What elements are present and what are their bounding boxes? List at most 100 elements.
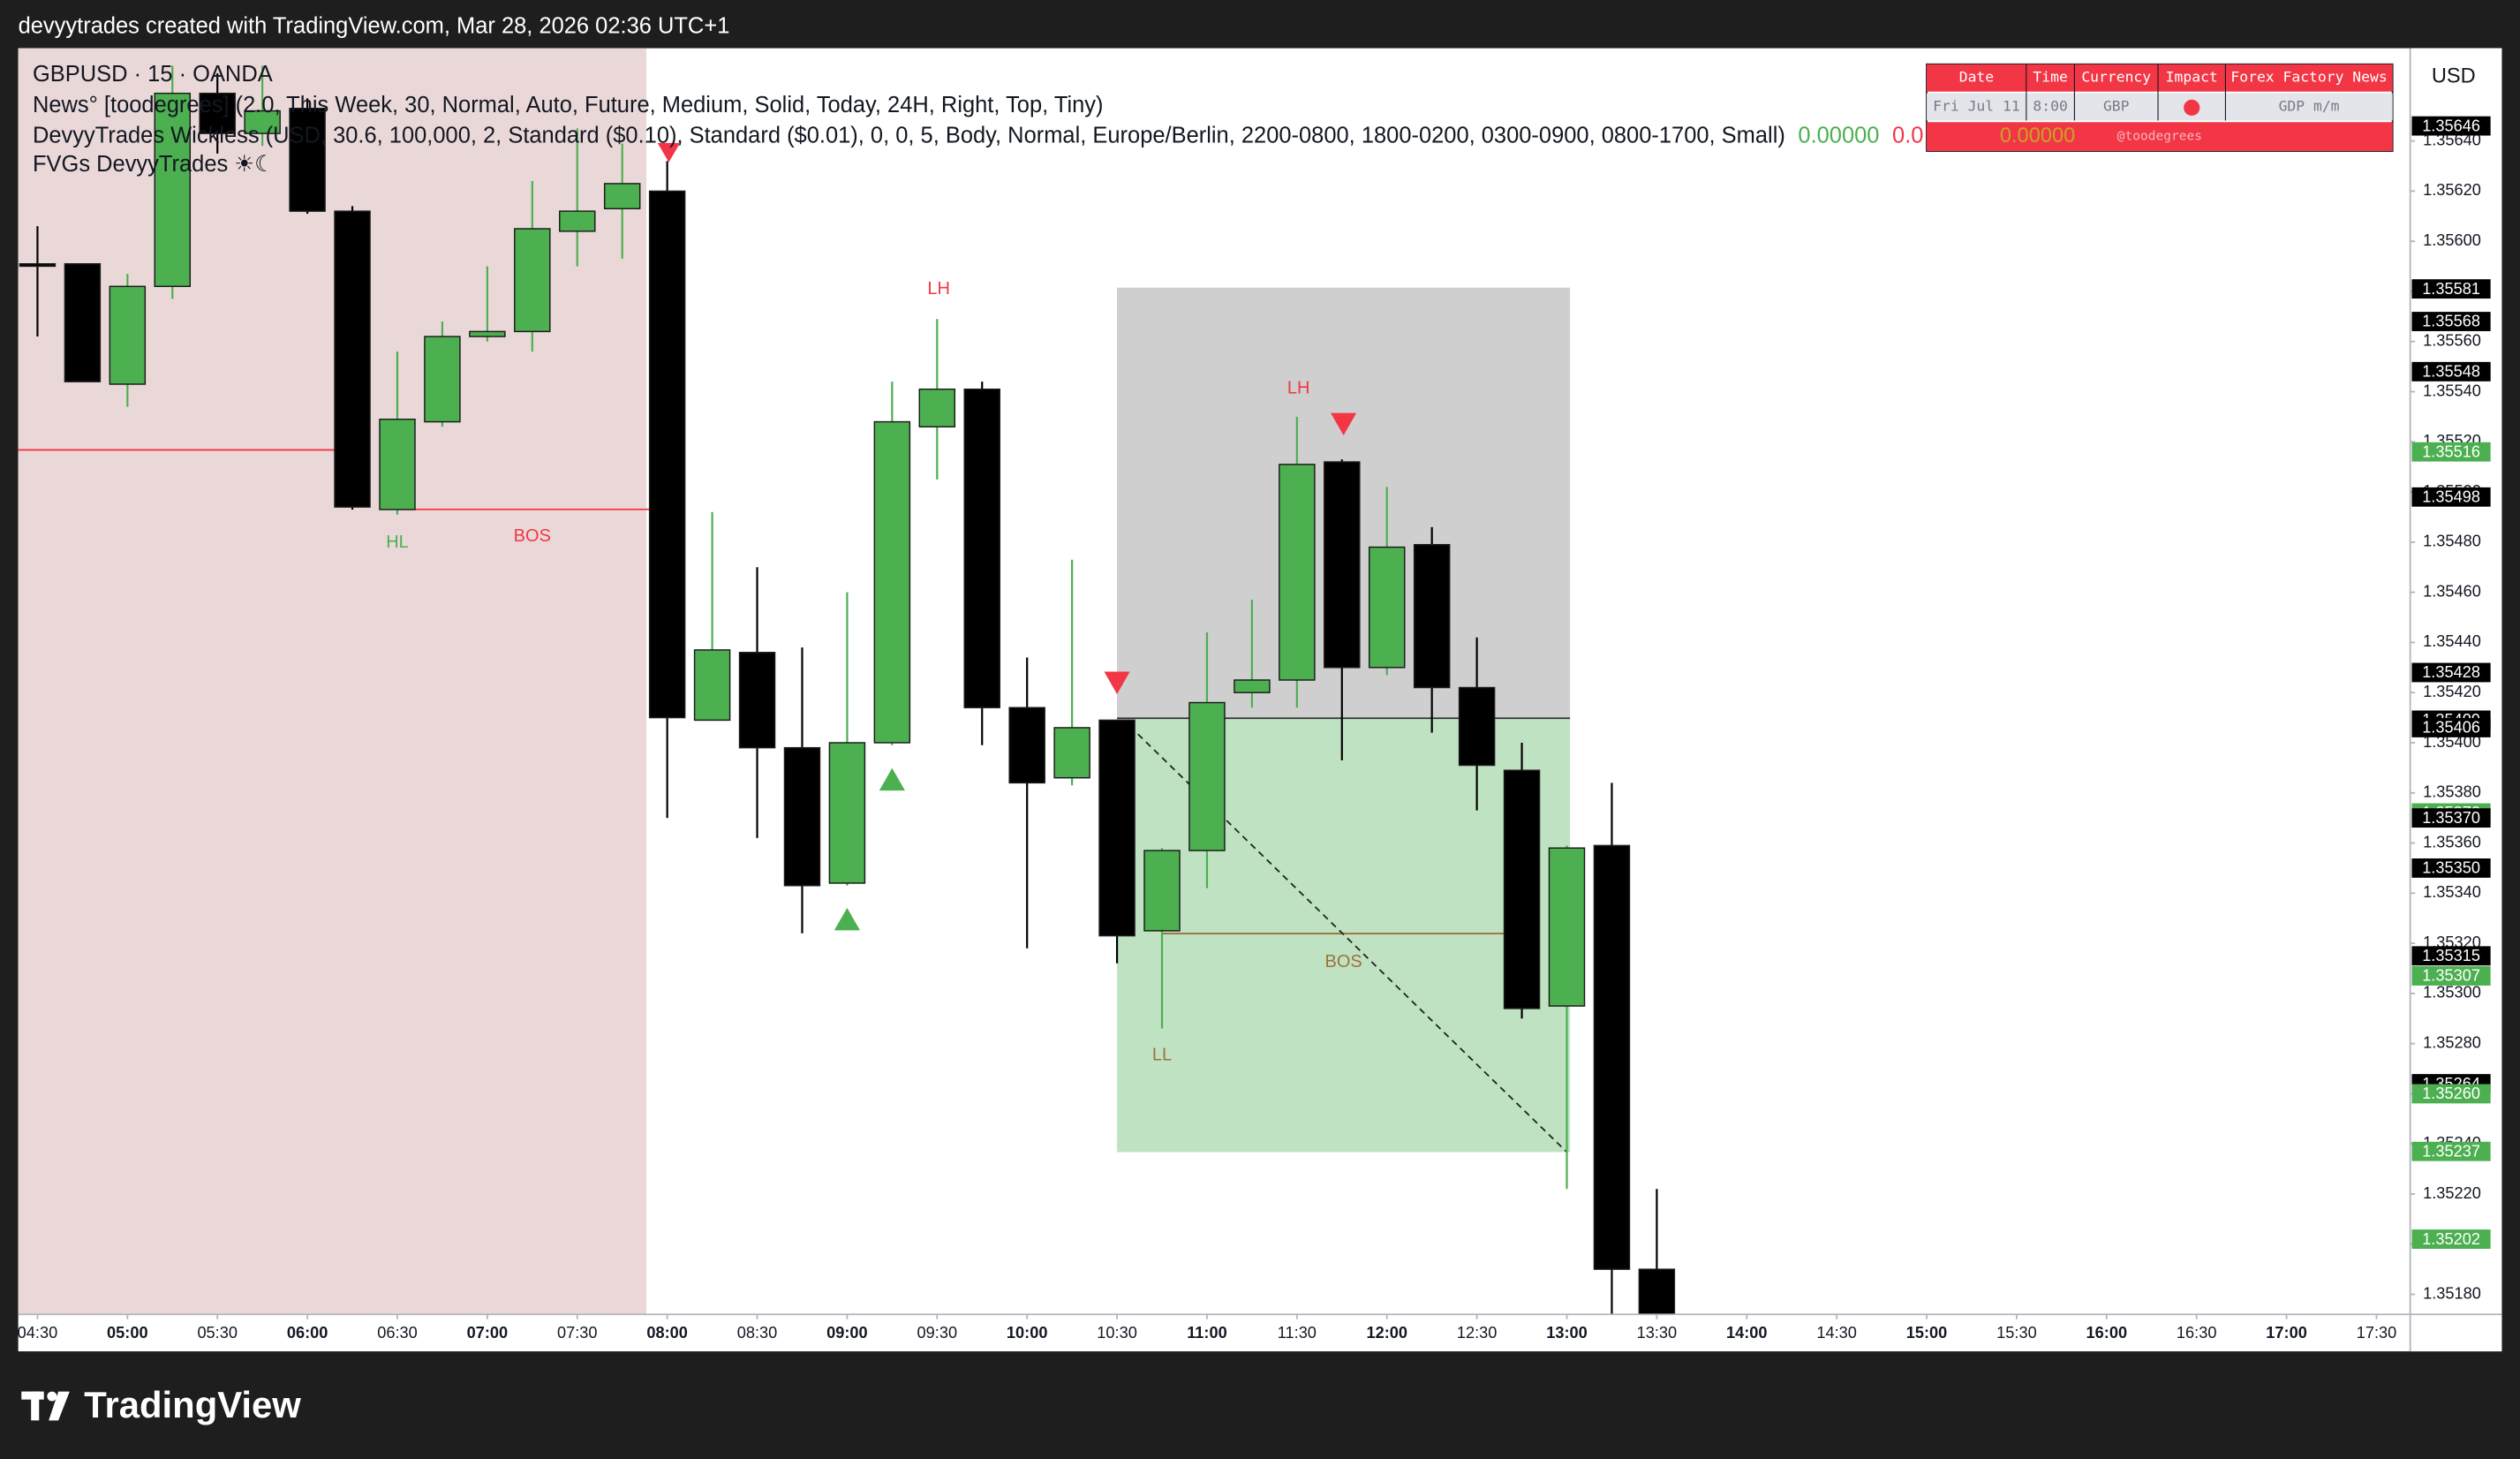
price-tag-label: 1.35498 <box>2422 488 2480 505</box>
x-tick-label: 15:30 <box>1996 1324 2037 1342</box>
y-tick-label: 1.35420 <box>2423 683 2481 700</box>
buy-marker <box>834 907 860 931</box>
x-tick-label: 13:30 <box>1637 1324 1678 1342</box>
legend-wickless-name: DevyyTrades Wickless (USD, 30.6, 100,000… <box>33 123 1785 147</box>
markers <box>657 142 1357 931</box>
price-tag-label: 1.35548 <box>2422 363 2480 381</box>
candle-body <box>873 420 911 744</box>
y-tick-label: 1.35380 <box>2423 783 2481 801</box>
price-tag-label: 1.35568 <box>2422 313 2480 330</box>
candle-body <box>828 742 866 884</box>
legend-value: 0.0 <box>1892 123 1923 147</box>
x-tick-label: 10:30 <box>1097 1324 1137 1342</box>
x-tick-label: 06:30 <box>377 1324 418 1342</box>
brand: TradingView <box>84 1384 301 1425</box>
price-tag <box>2411 662 2491 683</box>
candle-body <box>648 190 686 719</box>
table-header-cell: Forex Factory News <box>2230 69 2387 86</box>
candle-body <box>1548 847 1586 1007</box>
price-tag <box>2411 361 2491 382</box>
candle-body <box>424 336 461 423</box>
candle-body <box>1279 464 1316 681</box>
candle-body <box>109 285 147 385</box>
x-tick-label: 17:00 <box>2266 1324 2307 1342</box>
x-tick-label: 17:30 <box>2357 1324 2397 1342</box>
price-tag-label: 1.35260 <box>2422 1085 2480 1102</box>
x-tick-label: 08:00 <box>646 1324 688 1342</box>
table-header-cell: Impact <box>2166 69 2218 86</box>
price-tag-label: 1.35307 <box>2422 967 2480 985</box>
price-axis-bg <box>2410 48 2502 1352</box>
candle-body <box>1008 707 1045 784</box>
price-tag <box>2411 116 2491 136</box>
table-footer <box>1927 122 2393 152</box>
candle-body <box>1593 844 1631 1270</box>
y-tick-label: 1.35180 <box>2423 1284 2481 1302</box>
sell-marker <box>657 142 681 163</box>
candle-body <box>1098 719 1136 937</box>
price-tag <box>2411 808 2491 828</box>
y-tick-label: 1.35280 <box>2423 1033 2481 1051</box>
x-tick-label: 11:30 <box>1278 1324 1317 1342</box>
logo-shape <box>31 1391 40 1421</box>
candles <box>19 65 1676 1315</box>
price-tag <box>2411 442 2491 462</box>
y-tick-label: 1.35540 <box>2423 382 2481 399</box>
news-table: Date Time Currency Impact Forex Factory News… <box>1926 63 2394 152</box>
price-tag <box>2411 718 2491 737</box>
annotation: HL <box>386 533 409 552</box>
x-tick-label: 09:00 <box>826 1324 868 1342</box>
candle-body <box>64 263 102 382</box>
candle-body <box>514 228 551 333</box>
candle-body <box>559 210 596 232</box>
buy-marker <box>879 767 905 791</box>
y-tick-label: 1.35460 <box>2423 582 2481 600</box>
tv-logo: TradingView <box>21 1384 301 1425</box>
price-tag-label: 1.35237 <box>2422 1142 2480 1160</box>
candle-body <box>244 110 281 134</box>
impact-dot <box>2184 99 2200 116</box>
annotation: LH <box>1287 379 1310 398</box>
price-tag-label: 1.35370 <box>2422 809 2480 827</box>
table-row <box>1927 93 2393 121</box>
table-cell: Fri Jul 11 <box>1933 97 2020 114</box>
y-tick-label: 1.35620 <box>2423 181 2481 199</box>
price-tag-label: 1.35406 <box>2422 719 2480 737</box>
x-tick-label: 05:00 <box>107 1324 148 1342</box>
currency: USD <box>2432 65 2476 88</box>
logo-shape <box>49 1391 70 1421</box>
price-tag <box>2411 946 2491 966</box>
time-axis: 04:30 05:00 05:30 06:00 06:30 07:00 07:30 08:00… <box>18 1313 2502 1342</box>
legend-fvgs: FVGs DevyyTrades ☀☾ <box>33 152 275 177</box>
price-tag <box>2411 279 2491 299</box>
table-header-cell: Currency <box>2081 69 2151 86</box>
legend: GBPUSD · 15 · OANDA News° [toodegrees] (… <box>33 62 1923 177</box>
candle-body <box>1324 461 1361 669</box>
table-footer-value: 0.00000 <box>2000 125 2075 147</box>
price-tag <box>2411 312 2491 331</box>
annotation: LL <box>1152 1046 1172 1065</box>
x-tick-label: 13:00 <box>1546 1324 1588 1342</box>
session-zone <box>18 48 646 1315</box>
candle-body <box>783 746 821 887</box>
annotation: BOS <box>1324 952 1362 971</box>
x-tick-label: 14:00 <box>1726 1324 1768 1342</box>
x-tick-label: 09:30 <box>917 1324 958 1342</box>
price-axis: USD 1.356401.356201.356001.355801.355601… <box>2409 48 2502 1352</box>
logo-shape <box>47 1391 57 1402</box>
candle-body <box>1368 546 1406 669</box>
candle-body <box>19 263 57 268</box>
price-tag <box>2411 858 2491 878</box>
y-tick-label: 1.35480 <box>2423 533 2481 550</box>
price-tag-label: 1.35315 <box>2422 947 2480 964</box>
x-tick-label: 16:00 <box>2086 1324 2128 1342</box>
legend-wickless: DevyyTrades Wickless (USD, 30.6, 100,000… <box>33 123 1923 147</box>
sell-marker <box>1331 412 1357 436</box>
candle-body <box>154 92 192 288</box>
annotation: LH <box>927 279 950 299</box>
legend-news: News° [toodegrees] (2.0, This Week, 30, … <box>33 93 1104 117</box>
candle-body <box>603 183 641 210</box>
y-tick-label: 1.35560 <box>2423 332 2481 350</box>
y-tick-label: 1.35440 <box>2423 632 2481 650</box>
